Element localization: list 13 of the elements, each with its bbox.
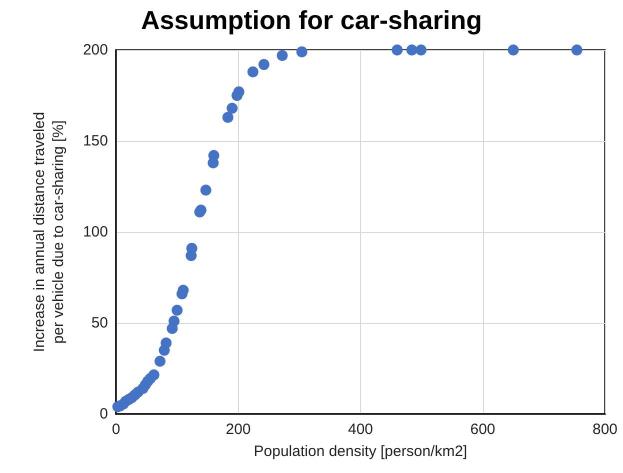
y-tick-label: 100 — [82, 224, 108, 240]
x-tick-label: 800 — [592, 421, 618, 438]
y-tick-label: 0 — [100, 406, 108, 422]
y-axis-title: Increase in annual distance traveled per vehicle due to car-sharing [%] — [31, 112, 67, 352]
x-axis-title: Population density [person/km2] — [254, 443, 468, 460]
x-tick-label: 0 — [112, 421, 120, 438]
y-tick-label: 150 — [82, 132, 108, 150]
y-tick-label: 200 — [82, 42, 108, 58]
x-tick-label: 600 — [470, 421, 496, 438]
x-tick-label: 200 — [226, 421, 251, 438]
x-tick-label: 400 — [348, 421, 374, 438]
y-tick-label: 50 — [91, 314, 108, 332]
chart-title: Assumption for car-sharing — [141, 5, 482, 35]
